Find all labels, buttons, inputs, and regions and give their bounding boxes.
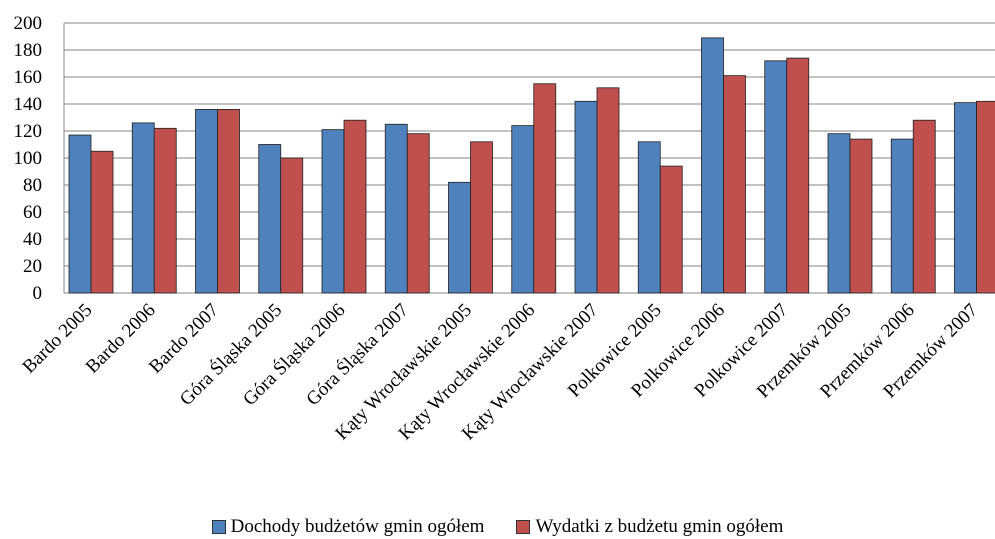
bar-income — [890, 138, 914, 294]
y-tick-label: 100 — [14, 148, 43, 169]
bar-income — [68, 134, 92, 294]
bar-expenses — [470, 141, 493, 294]
bar-expenses — [533, 83, 557, 294]
bar-income — [384, 123, 408, 294]
bar-expenses — [849, 138, 873, 294]
bar-income — [954, 102, 977, 294]
bar-income — [258, 144, 282, 294]
legend-label-income: Dochody budżetów gmin ogółem — [230, 515, 485, 537]
bar-income — [637, 141, 661, 294]
bar-expenses — [217, 109, 240, 294]
legend-swatch-income — [211, 519, 226, 534]
bar-expenses — [280, 157, 304, 294]
legend-swatch-expenses — [516, 519, 531, 534]
bar-expenses — [912, 119, 936, 294]
bar-income — [574, 100, 598, 294]
bar-expenses — [406, 133, 430, 294]
bar-expenses — [153, 127, 177, 294]
bar-expenses — [786, 57, 810, 294]
y-tick-label: 0 — [33, 283, 43, 304]
y-tick-label: 140 — [14, 94, 43, 115]
bar-expenses — [90, 150, 114, 294]
y-tick-label: 60 — [23, 202, 42, 223]
bar-expenses — [596, 87, 620, 294]
legend: Dochody budżetów gmin ogółem Wydatki z b… — [0, 514, 995, 539]
y-tick-label: 160 — [14, 67, 43, 88]
legend-label-expenses: Wydatki z budżetu gmin ogółem — [535, 515, 784, 537]
y-tick-label: 80 — [23, 175, 42, 196]
bar-income — [701, 37, 724, 294]
legend-item-expenses: Wydatki z budżetu gmin ogółem — [516, 514, 783, 539]
bar-income — [448, 181, 471, 294]
y-tick-label: 120 — [14, 121, 43, 142]
y-tick-label: 200 — [14, 13, 43, 34]
bar-income — [131, 122, 155, 294]
y-tick-label: 40 — [23, 229, 42, 250]
bar-expenses — [723, 75, 746, 294]
bar-income — [511, 125, 535, 294]
y-tick-label: 180 — [14, 40, 43, 61]
bar-income — [827, 133, 851, 294]
legend-item-income: Dochody budżetów gmin ogółem — [211, 514, 485, 539]
bar-expenses — [976, 100, 995, 294]
bar-expenses — [659, 165, 683, 294]
bar-income — [321, 129, 345, 294]
bar-income — [764, 60, 788, 294]
bar-expenses — [343, 119, 367, 294]
bar-income — [195, 109, 218, 294]
y-tick-label: 20 — [23, 256, 42, 277]
